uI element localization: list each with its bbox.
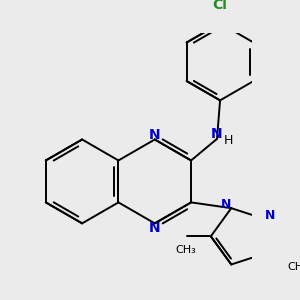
Text: N: N (149, 128, 160, 142)
Text: N: N (211, 127, 223, 141)
Text: N: N (220, 198, 231, 211)
Text: CH₃: CH₃ (175, 245, 196, 255)
Text: Cl: Cl (213, 0, 227, 12)
Text: N: N (149, 221, 160, 235)
Text: CH₃: CH₃ (288, 262, 300, 272)
Text: N: N (265, 209, 275, 222)
Text: H: H (224, 134, 233, 147)
